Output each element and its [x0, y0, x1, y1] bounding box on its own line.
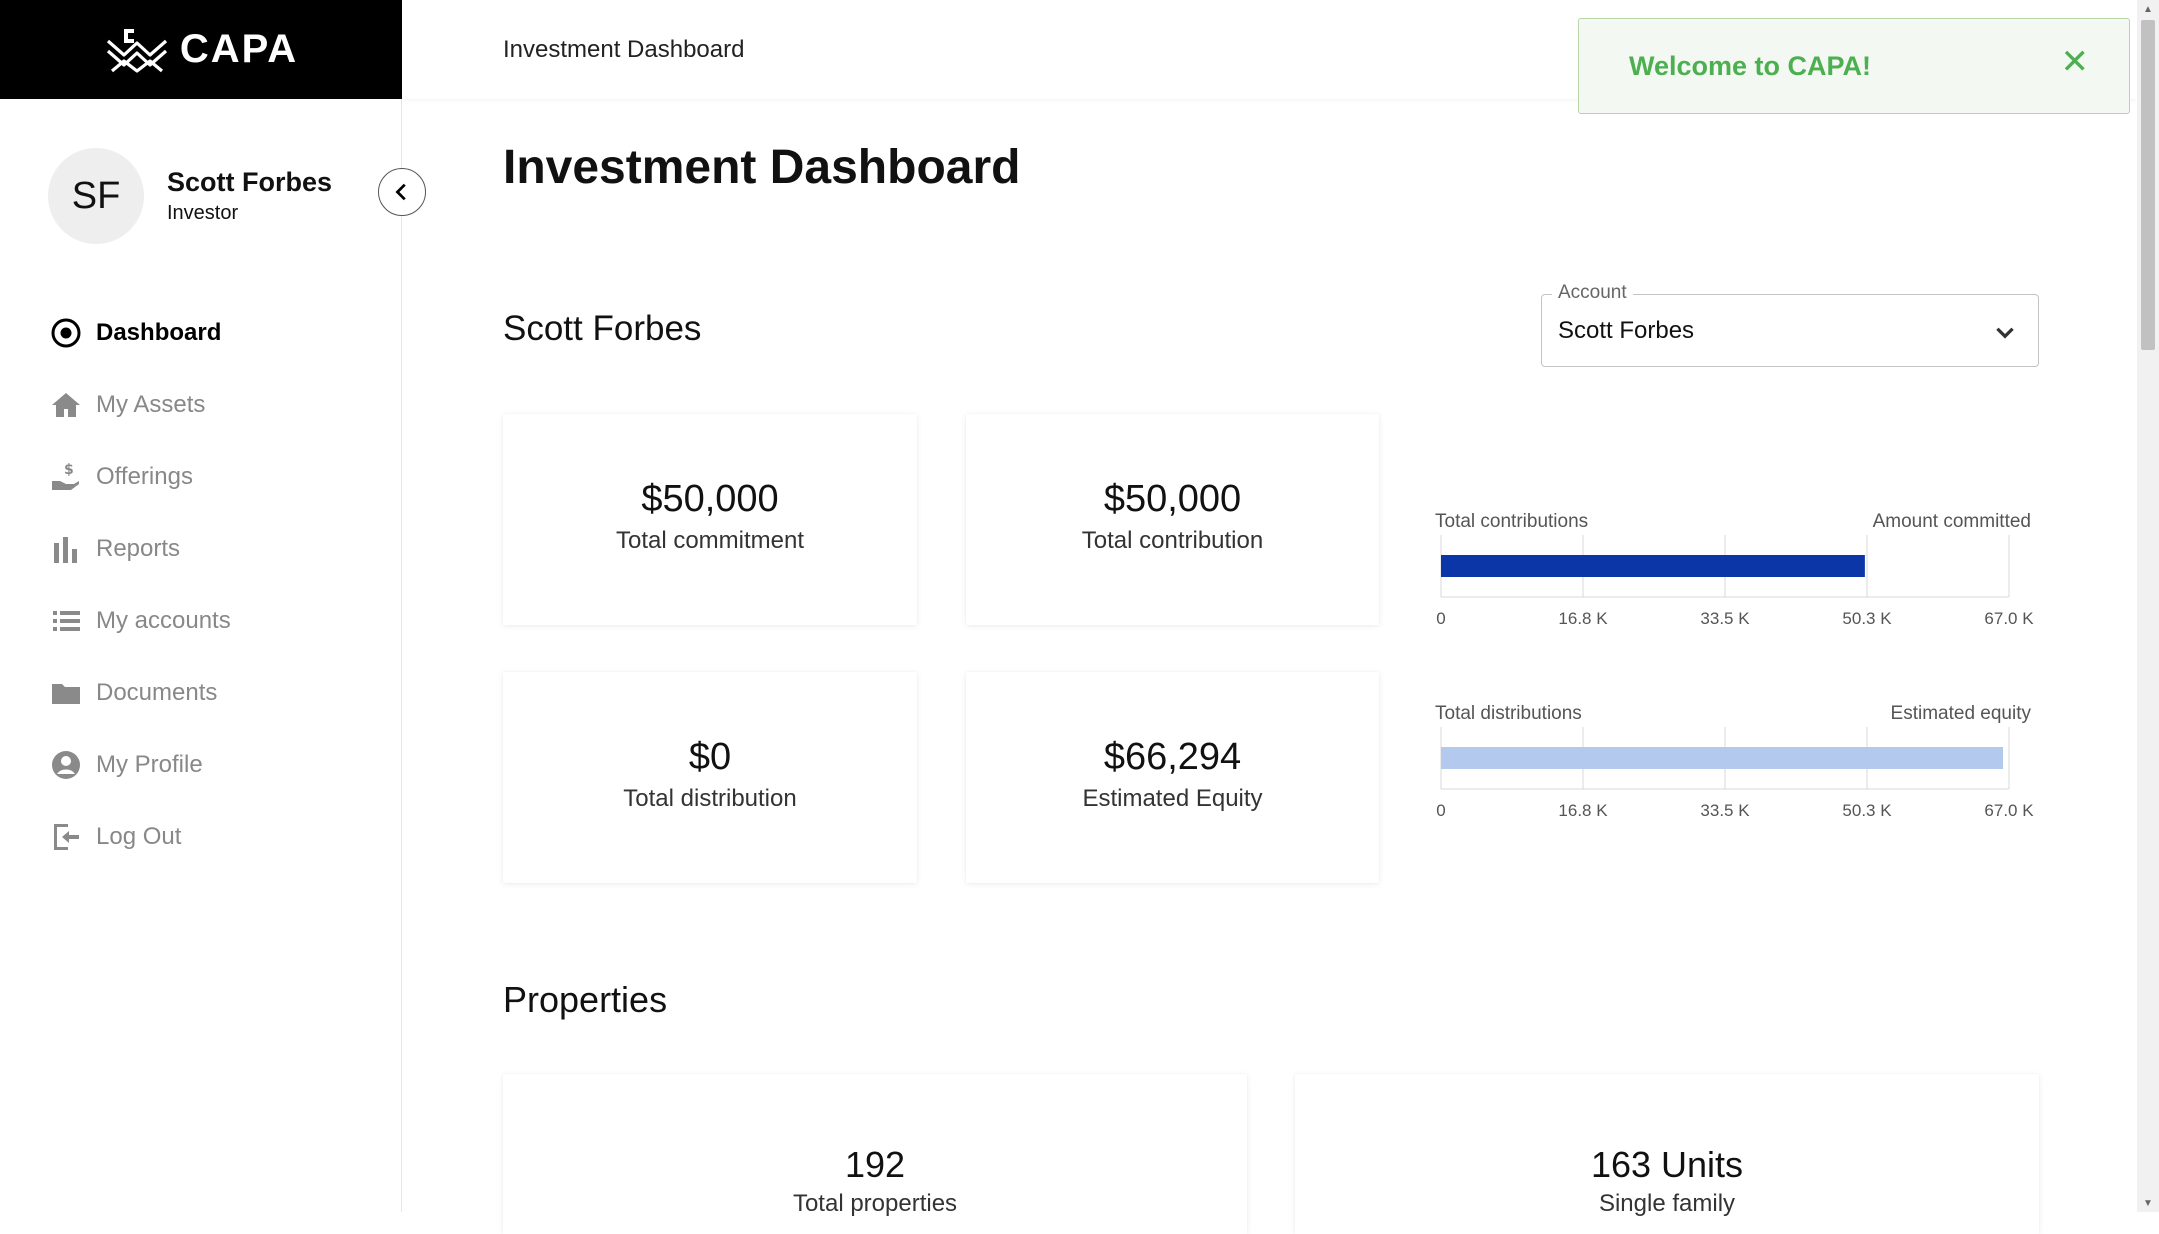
estimated-equity-card: $66,294 Estimated Equity	[966, 672, 1379, 883]
chart-label-right: Estimated equity	[1891, 703, 2032, 724]
total-contribution-card: $50,000 Total contribution	[966, 414, 1379, 625]
sidebar-item-log-out[interactable]: Log Out	[48, 801, 378, 873]
collapse-sidebar-button[interactable]	[378, 168, 426, 216]
card-label: Total properties	[792, 1190, 958, 1217]
sidebar-item-my-profile[interactable]: My Profile	[48, 729, 378, 801]
card-label: Total distribution	[623, 785, 797, 812]
bar-chart-icon	[48, 531, 84, 567]
logout-icon	[48, 819, 84, 855]
sidebar-item-label: Reports	[96, 535, 181, 562]
total-commitment-card: $50,000 Total commitment	[503, 414, 917, 625]
brand-logo[interactable]: CAPA	[0, 0, 402, 99]
chevron-left-icon	[395, 183, 406, 201]
properties-title: Properties	[503, 979, 668, 1020]
svg-text:$: $	[64, 462, 74, 478]
total-distribution-card: $0 Total distribution	[503, 672, 917, 883]
tick-label: 33.5 K	[1700, 609, 1750, 628]
account-select-label: Account	[1552, 282, 1633, 304]
target-icon	[48, 315, 84, 351]
sidebar-item-my-accounts[interactable]: My accounts	[48, 585, 378, 657]
dollar-hand-icon: $	[48, 459, 84, 495]
card-label: Total commitment	[615, 527, 805, 554]
page-title: Investment Dashboard	[503, 141, 1021, 194]
account-select[interactable]: Account Scott Forbes	[1541, 282, 2039, 367]
account-select-value: Scott Forbes	[1558, 317, 1695, 344]
distributions-bar-chart: Total distributions Estimated equity 0 16.8…	[1427, 697, 2039, 837]
card-value: 163 Units	[1590, 1144, 1744, 1185]
chart-label-left: Total distributions	[1435, 703, 1582, 724]
sidebar-item-documents[interactable]: Documents	[48, 657, 378, 729]
sidebar-item-label: Log Out	[96, 823, 182, 850]
sidebar-item-label: Documents	[96, 679, 218, 706]
home-icon	[48, 387, 84, 423]
tick-label: 50.3 K	[1842, 609, 1892, 628]
bar	[1441, 747, 2004, 769]
sidebar-item-label: My Profile	[96, 751, 203, 778]
chevron-down-icon	[1996, 327, 2014, 339]
tick-label: 0	[1436, 609, 1445, 628]
contributions-chart-svg: Total contributions Amount committed 0 16.8…	[1435, 511, 2034, 628]
user-name: Scott Forbes	[167, 167, 333, 197]
distributions-chart-svg: Total distributions Estimated equity 0 16.8…	[1435, 703, 2034, 820]
card-value: $50,000	[1103, 478, 1242, 520]
card-label: Single family	[1598, 1190, 1736, 1217]
tick-label: 33.5 K	[1700, 801, 1750, 820]
sidebar-item-dashboard[interactable]: Dashboard	[48, 297, 378, 369]
tick-label: 50.3 K	[1842, 801, 1892, 820]
welcome-toast: Welcome to CAPA! ✕	[1578, 18, 2130, 114]
folder-icon	[48, 675, 84, 711]
chart-label-left: Total contributions	[1435, 511, 1588, 532]
tick-label: 67.0 K	[1984, 801, 2034, 820]
card-value: $66,294	[1103, 736, 1242, 778]
brand-name: CAPA	[179, 27, 299, 71]
sidebar-item-label: My accounts	[96, 607, 231, 634]
sidebar: CAPA SF Scott Forbes Investor Dashboard …	[0, 0, 402, 1212]
close-icon[interactable]: ✕	[2060, 43, 2090, 81]
account-heading: Scott Forbes	[503, 309, 702, 348]
topbar-title: Investment Dashboard	[503, 36, 745, 63]
scroll-down-icon[interactable]: ▼	[2143, 1197, 2153, 1209]
sidebar-item-label: My Assets	[96, 391, 206, 418]
card-label: Total contribution	[1081, 527, 1264, 554]
sidebar-item-reports[interactable]: Reports	[48, 513, 378, 585]
user-circle-icon	[48, 747, 84, 783]
sidebar-item-offerings[interactable]: $ Offerings	[48, 441, 378, 513]
card-value: 192	[844, 1144, 906, 1185]
tick-label: 67.0 K	[1984, 609, 2034, 628]
tick-label: 16.8 K	[1558, 609, 1608, 628]
avatar: SF	[48, 148, 144, 244]
bar	[1441, 555, 1865, 577]
single-family-card: 163 Units Single family	[1295, 1074, 2039, 1234]
toast-message: Welcome to CAPA!	[1629, 51, 1872, 81]
user-profile: SF Scott Forbes Investor	[48, 148, 332, 244]
page-scrollbar[interactable]: ▲ ▼	[2137, 0, 2159, 1212]
sidebar-item-my-assets[interactable]: My Assets	[48, 369, 378, 441]
user-role: Investor	[167, 202, 239, 224]
card-value: $50,000	[641, 478, 779, 520]
sidebar-nav: Dashboard My Assets $ Offerings Reports …	[48, 297, 378, 873]
card-label: Estimated Equity	[1082, 785, 1263, 812]
tick-label: 0	[1436, 801, 1445, 820]
sidebar-item-label: Offerings	[96, 463, 193, 490]
sidebar-item-label: Dashboard	[96, 319, 222, 346]
card-value: $0	[688, 736, 732, 778]
scroll-up-icon[interactable]: ▲	[2143, 3, 2153, 15]
scrollbar-thumb[interactable]	[2141, 20, 2155, 350]
capa-logo-icon	[106, 28, 167, 73]
chart-label-right: Amount committed	[1873, 511, 2031, 532]
list-icon	[48, 603, 84, 639]
tick-label: 16.8 K	[1558, 801, 1608, 820]
total-properties-card: 192 Total properties	[503, 1074, 1247, 1234]
contributions-bar-chart: Total contributions Amount committed 0 16.8…	[1427, 505, 2039, 645]
